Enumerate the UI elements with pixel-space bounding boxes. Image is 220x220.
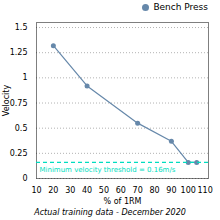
svg-text:0: 0 (22, 174, 27, 183)
svg-text:Minimum velocity threshold = 0: Minimum velocity threshold = 0.16m/s (40, 166, 176, 174)
svg-text:% of 1RM: % of 1RM (104, 197, 142, 206)
svg-text:1.25: 1.25 (10, 48, 28, 57)
svg-text:0.25: 0.25 (10, 149, 28, 158)
svg-text:60: 60 (116, 186, 126, 195)
svg-text:1: 1 (22, 73, 27, 82)
svg-text:100: 100 (181, 186, 196, 195)
html-text:Actual training data - Decembe: Actual training data - December 2020 (34, 208, 186, 217)
svg-text:1.5: 1.5 (15, 23, 28, 32)
svg-text:20: 20 (48, 186, 58, 195)
svg-text:70: 70 (133, 186, 143, 195)
svg-text:0.5: 0.5 (15, 124, 28, 133)
html-text:Bench Press: Bench Press (153, 2, 208, 12)
svg-text:90: 90 (166, 186, 176, 195)
svg-text:30: 30 (65, 186, 75, 195)
svg-text:110: 110 (197, 186, 212, 195)
svg-text:10: 10 (31, 186, 41, 195)
svg-text:50: 50 (99, 186, 109, 195)
svg-text:40: 40 (82, 186, 92, 195)
svg-text:0.75: 0.75 (10, 99, 28, 108)
svg-text:Velocity: Velocity (2, 85, 11, 117)
svg-text:80: 80 (149, 186, 159, 195)
